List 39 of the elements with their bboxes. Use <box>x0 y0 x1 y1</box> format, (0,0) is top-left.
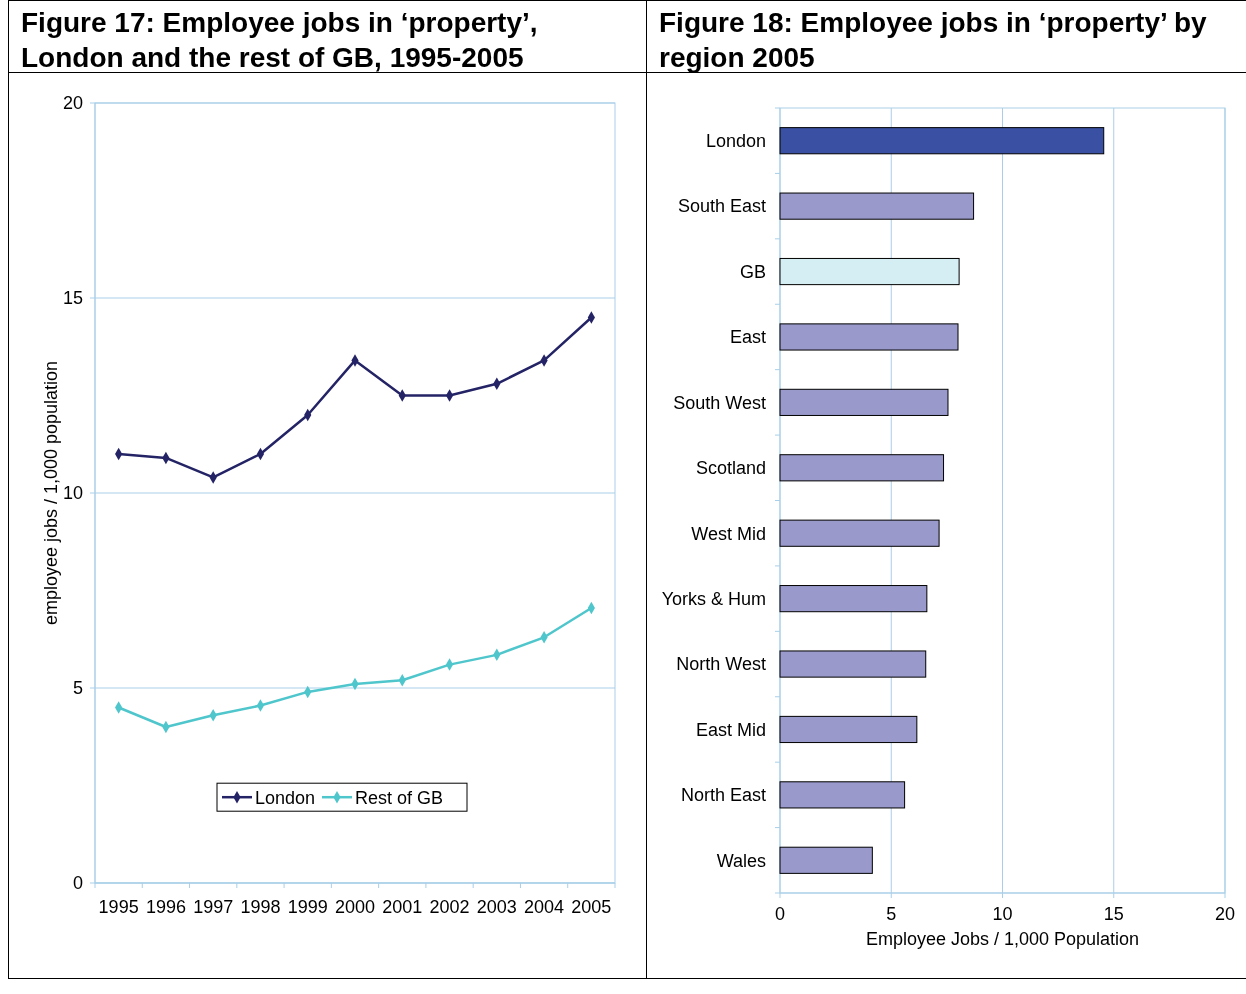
y-tick-label: Wales <box>716 850 766 871</box>
y-tick-label: West Mid <box>691 523 766 544</box>
x-tick-label: 2005 <box>571 897 612 917</box>
x-tick-label: 5 <box>886 904 897 924</box>
x-tick-label: 2002 <box>429 897 470 917</box>
y-tick-label: East Mid <box>695 719 766 740</box>
y-tick-label: 10 <box>62 483 83 504</box>
x-tick-label: 1997 <box>193 897 234 917</box>
y-tick-label: Scotland <box>695 458 766 479</box>
x-tick-label: 2000 <box>334 897 376 917</box>
y-tick-label: 15 <box>62 288 83 309</box>
y-tick-label: North West <box>676 654 766 675</box>
y-tick-label: 0 <box>72 873 83 894</box>
x-tick-label: 1998 <box>240 897 281 917</box>
chart-title: Figure 18: Employee jobs in ‘property’ by region 2005 <box>647 1 1246 73</box>
legend-label: Rest of GB <box>355 787 444 808</box>
y-tick-label: South West <box>673 392 766 413</box>
x-tick-label: 2004 <box>524 897 565 917</box>
x-tick-label: 1995 <box>98 897 139 917</box>
x-tick-label: 15 <box>1103 904 1124 924</box>
y-tick-label: London <box>705 131 766 152</box>
y-tick-label: 5 <box>72 678 83 699</box>
y-tick-label: 20 <box>62 93 83 114</box>
y-tick-label: Yorks & Hum <box>661 588 766 609</box>
y-tick-label: GB <box>739 261 766 282</box>
y-tick-label: South East <box>677 196 766 217</box>
x-tick-label: 20 <box>1214 904 1236 924</box>
x-tick-label: 2003 <box>476 897 517 917</box>
legend-label: London <box>255 787 316 808</box>
chart-title: Figure 17: Employee jobs in ‘property’, London and the rest of GB, 1995-2005 <box>9 1 646 73</box>
x-axis-title: Employee Jobs / 1,000 Population <box>865 929 1140 949</box>
y-axis-title: employee jobs / 1,000 population <box>41 360 61 626</box>
x-tick-label: 1996 <box>145 897 186 917</box>
y-tick-label: East <box>729 327 766 348</box>
y-tick-label: North East <box>680 785 766 806</box>
x-tick-label: 0 <box>774 904 786 924</box>
x-tick-label: 10 <box>992 904 1013 924</box>
x-tick-label: 2001 <box>382 897 423 917</box>
x-tick-label: 1999 <box>287 897 328 917</box>
